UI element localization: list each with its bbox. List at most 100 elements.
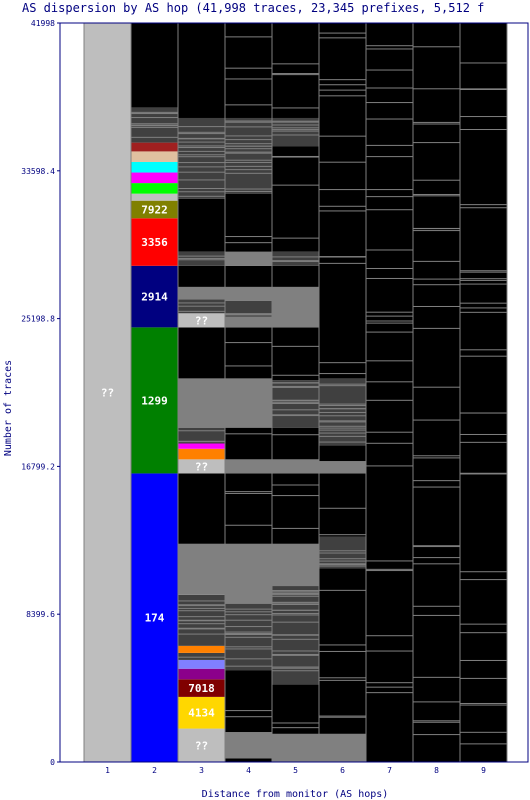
trace-stripe — [319, 405, 366, 407]
trace-stripe — [272, 722, 319, 724]
trace-stripe — [272, 73, 319, 75]
trace-stripe — [319, 32, 366, 34]
trace-stripe — [413, 701, 460, 703]
plot-frame — [59, 22, 529, 763]
trace-stripe — [272, 130, 319, 132]
trace-stripe — [131, 113, 178, 115]
trace-stripe — [178, 191, 225, 193]
trace-stripe — [225, 36, 272, 38]
trace-stripe — [319, 560, 366, 562]
column-8-segment — [413, 23, 460, 762]
column-5-segment — [272, 23, 319, 118]
trace-stripe — [225, 716, 272, 718]
trace-stripe — [131, 136, 178, 138]
trace-stripe — [319, 558, 366, 560]
trace-stripe — [413, 284, 460, 286]
trace-stripe — [225, 608, 272, 610]
trace-stripe — [178, 302, 225, 304]
trace-stripe — [225, 614, 272, 616]
trace-stripe — [131, 117, 178, 119]
y-axis-label: Number of traces — [3, 360, 14, 456]
trace-stripe — [460, 62, 507, 64]
trace-stripe — [366, 431, 413, 433]
trace-stripe — [225, 633, 272, 635]
trace-stripe — [225, 619, 272, 621]
trace-stripe — [272, 386, 319, 388]
trace-stripe — [225, 161, 272, 163]
trace-stripe — [272, 654, 319, 656]
trace-stripe — [413, 546, 460, 548]
trace-stripe — [366, 360, 413, 362]
column-4-segment — [225, 265, 272, 287]
column-3-segment — [178, 696, 225, 729]
column-1-segment — [84, 23, 131, 762]
trace-stripe — [225, 169, 272, 171]
trace-stripe — [413, 121, 460, 123]
trace-stripe — [319, 421, 366, 423]
trace-stripe — [413, 557, 460, 559]
trace-stripe — [460, 473, 507, 475]
trace-stripe — [366, 102, 413, 104]
trace-stripe — [272, 434, 319, 436]
trace-stripe — [225, 165, 272, 167]
trace-stripe — [272, 613, 319, 615]
column-5-segment — [272, 327, 319, 381]
segment-label: ?? — [101, 387, 114, 400]
trace-stripe — [272, 603, 319, 605]
trace-stripe — [225, 524, 272, 526]
column-3-segment — [178, 668, 225, 680]
trace-stripe — [272, 602, 319, 604]
trace-stripe — [319, 95, 366, 97]
trace-stripe — [272, 638, 319, 640]
trace-stripe — [319, 679, 366, 681]
segment-label: ?? — [195, 314, 208, 327]
trace-stripe — [460, 278, 507, 280]
trace-stripe — [225, 646, 272, 648]
trace-stripe — [272, 609, 319, 611]
trace-stripe — [272, 260, 319, 262]
column-5-segment — [272, 286, 319, 328]
column-4-segment — [225, 300, 272, 317]
trace-stripe — [225, 126, 272, 128]
trace-stripe — [319, 89, 366, 91]
column-3-segment — [178, 448, 225, 460]
trace-stripe — [413, 676, 460, 678]
trace-stripe — [272, 402, 319, 404]
trace-stripe — [460, 279, 507, 281]
column-4-segment — [225, 670, 272, 733]
column-5-segment — [272, 427, 319, 460]
trace-stripe — [225, 78, 272, 80]
column-2-segment — [131, 172, 178, 184]
segment-label: ?? — [195, 739, 208, 752]
trace-stripe — [225, 145, 272, 147]
trace-stripe — [272, 256, 319, 258]
trace-stripe — [225, 313, 272, 315]
trace-stripe — [460, 412, 507, 414]
x-tick-label: 4 — [246, 766, 251, 775]
segment-label: 174 — [145, 612, 165, 625]
trace-stripe — [366, 381, 413, 383]
trace-stripe — [413, 563, 460, 565]
trace-stripe — [413, 46, 460, 48]
trace-stripe — [460, 270, 507, 272]
trace-stripe — [319, 135, 366, 137]
trace-stripe — [178, 259, 225, 261]
trace-stripe — [366, 45, 413, 47]
trace-stripe — [225, 172, 272, 174]
trace-stripe — [413, 327, 460, 329]
trace-stripe — [366, 311, 413, 313]
trace-stripe — [272, 590, 319, 592]
column-3-segment — [178, 327, 225, 379]
trace-stripe — [460, 271, 507, 273]
trace-stripe — [319, 507, 366, 509]
trace-stripe — [272, 121, 319, 123]
trace-stripe — [460, 88, 507, 90]
trace-stripe — [319, 189, 366, 191]
trace-stripe — [131, 111, 178, 113]
column-2-segment — [131, 151, 178, 162]
trace-stripe — [366, 189, 413, 191]
column-4-segment — [225, 378, 272, 428]
trace-stripe — [178, 619, 225, 621]
trace-stripe — [225, 139, 272, 141]
trace-stripe — [131, 126, 178, 128]
